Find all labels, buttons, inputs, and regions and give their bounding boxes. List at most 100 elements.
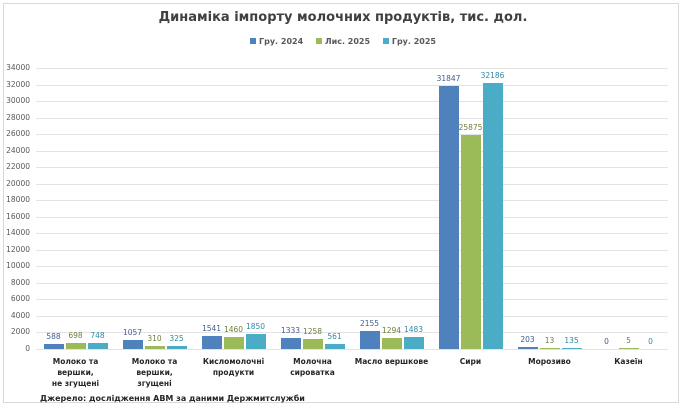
x-category-label-line: продукти bbox=[212, 368, 255, 377]
bar-value-label: 25875 bbox=[458, 123, 483, 133]
y-tick-label: 26000 bbox=[6, 129, 30, 138]
legend-item-series-2: Гру. 2025 bbox=[382, 37, 436, 46]
x-category-label-line: Казеїн bbox=[614, 357, 643, 366]
y-tick-label: 6000 bbox=[10, 294, 30, 303]
x-category-label-line: Масло вершкове bbox=[354, 357, 429, 366]
bar bbox=[122, 340, 143, 349]
gridline bbox=[36, 250, 668, 251]
gridline bbox=[36, 134, 668, 135]
bar-value-label: 0 bbox=[604, 337, 609, 346]
bar-value-label: 1258 bbox=[302, 326, 323, 336]
gridline bbox=[36, 349, 668, 350]
x-category-label-line: Молоко та вершки, bbox=[52, 357, 99, 377]
y-tick-label: 28000 bbox=[6, 113, 30, 122]
y-tick-label: 0 bbox=[25, 344, 30, 353]
x-category-label: Молочна сироватка bbox=[271, 356, 355, 378]
legend-label: Гру. 2024 bbox=[259, 37, 304, 46]
gridline bbox=[36, 151, 668, 152]
bar bbox=[245, 333, 266, 349]
y-tick-label: 30000 bbox=[6, 96, 30, 105]
bar bbox=[43, 344, 64, 349]
bar-value-label: 588 bbox=[46, 332, 61, 342]
gridline bbox=[36, 101, 668, 102]
gridline bbox=[36, 118, 668, 119]
bar-value-label: 1541 bbox=[201, 324, 222, 334]
gridline bbox=[36, 299, 668, 300]
gridline bbox=[36, 217, 668, 218]
gridline bbox=[36, 283, 668, 284]
x-category-label: Сири bbox=[429, 356, 513, 367]
legend-label: Гру. 2025 bbox=[391, 37, 436, 46]
chart-frame bbox=[3, 3, 679, 403]
legend-label: Лис. 2025 bbox=[324, 37, 371, 46]
bar-value-label: 203 bbox=[520, 335, 535, 345]
y-tick-label: 22000 bbox=[6, 162, 30, 171]
bar-value-label: 698 bbox=[68, 331, 83, 341]
bar bbox=[381, 338, 402, 349]
bar-value-label: 325 bbox=[169, 334, 184, 344]
y-tick-label: 24000 bbox=[6, 146, 30, 155]
bar-value-label: 1333 bbox=[280, 325, 301, 335]
bar bbox=[223, 336, 244, 349]
y-tick-label: 10000 bbox=[6, 261, 30, 270]
gridline bbox=[36, 68, 668, 69]
legend-item-series-0: Гру. 2024 bbox=[250, 37, 303, 46]
x-category-label-line: Сири bbox=[459, 357, 482, 366]
bar bbox=[324, 344, 345, 349]
bar bbox=[482, 82, 503, 349]
bar-value-label: 2155 bbox=[359, 319, 380, 329]
x-category-label-line: Кисломолочні bbox=[202, 357, 265, 366]
x-category-label: Казеїн bbox=[587, 356, 671, 367]
gridline bbox=[36, 85, 668, 86]
x-category-label: Масло вершкове bbox=[350, 356, 434, 367]
bar-value-label: 310 bbox=[147, 334, 162, 344]
bar bbox=[438, 85, 459, 349]
bar-value-label: 1460 bbox=[223, 324, 244, 334]
gridline bbox=[36, 332, 668, 333]
bar-value-label: 13 bbox=[544, 335, 555, 345]
x-category-label: Кисломолочні продукти bbox=[192, 356, 276, 378]
y-tick-label: 8000 bbox=[10, 278, 30, 287]
x-category-label: Молоко та вершки, не згущені bbox=[34, 356, 118, 389]
gridline bbox=[36, 200, 668, 201]
bar-value-label: 32186 bbox=[480, 70, 505, 80]
bar bbox=[618, 347, 639, 349]
bar bbox=[201, 336, 222, 349]
y-tick-label: 4000 bbox=[10, 311, 30, 320]
y-tick-label: 18000 bbox=[6, 195, 30, 204]
bar bbox=[280, 337, 301, 349]
bar bbox=[65, 343, 86, 349]
x-category-label-line: сироватка bbox=[290, 368, 335, 377]
bar bbox=[144, 346, 165, 349]
chart-legend: Гру. 2024 Лис. 2025 Гру. 2025 bbox=[0, 37, 686, 46]
bar bbox=[302, 338, 323, 349]
gridline bbox=[36, 184, 668, 185]
chart-title: Динаміка імпорту молочних продуктів, тис… bbox=[158, 10, 528, 25]
bar-value-label: 561 bbox=[327, 332, 342, 342]
x-category-label-line: Молоко та вершки, bbox=[131, 357, 178, 377]
bar-value-label: 1057 bbox=[122, 328, 143, 338]
bar-value-label: 1850 bbox=[245, 321, 266, 331]
bar bbox=[403, 336, 424, 349]
legend-swatch-icon bbox=[382, 37, 389, 44]
x-category-label: Морозиво bbox=[508, 356, 592, 367]
gridline bbox=[36, 316, 668, 317]
bar-value-label: 31847 bbox=[436, 73, 461, 83]
y-tick-label: 34000 bbox=[6, 63, 30, 72]
bar bbox=[561, 347, 582, 349]
bar bbox=[517, 347, 538, 349]
gridline bbox=[36, 233, 668, 234]
y-tick-label: 16000 bbox=[6, 212, 30, 221]
y-tick-label: 12000 bbox=[6, 245, 30, 254]
source-note: Джерело: дослідження АВМ за даними Держм… bbox=[40, 394, 305, 403]
y-tick-label: 32000 bbox=[6, 80, 30, 89]
bar-value-label: 0 bbox=[648, 337, 653, 346]
gridline bbox=[36, 167, 668, 168]
legend-swatch-icon bbox=[250, 37, 257, 44]
bar bbox=[460, 135, 481, 349]
bar bbox=[539, 347, 560, 349]
legend-swatch-icon bbox=[315, 37, 322, 44]
x-category-label-line: Морозиво bbox=[528, 357, 571, 366]
y-tick-label: 20000 bbox=[6, 179, 30, 188]
bar-value-label: 5 bbox=[626, 335, 631, 345]
